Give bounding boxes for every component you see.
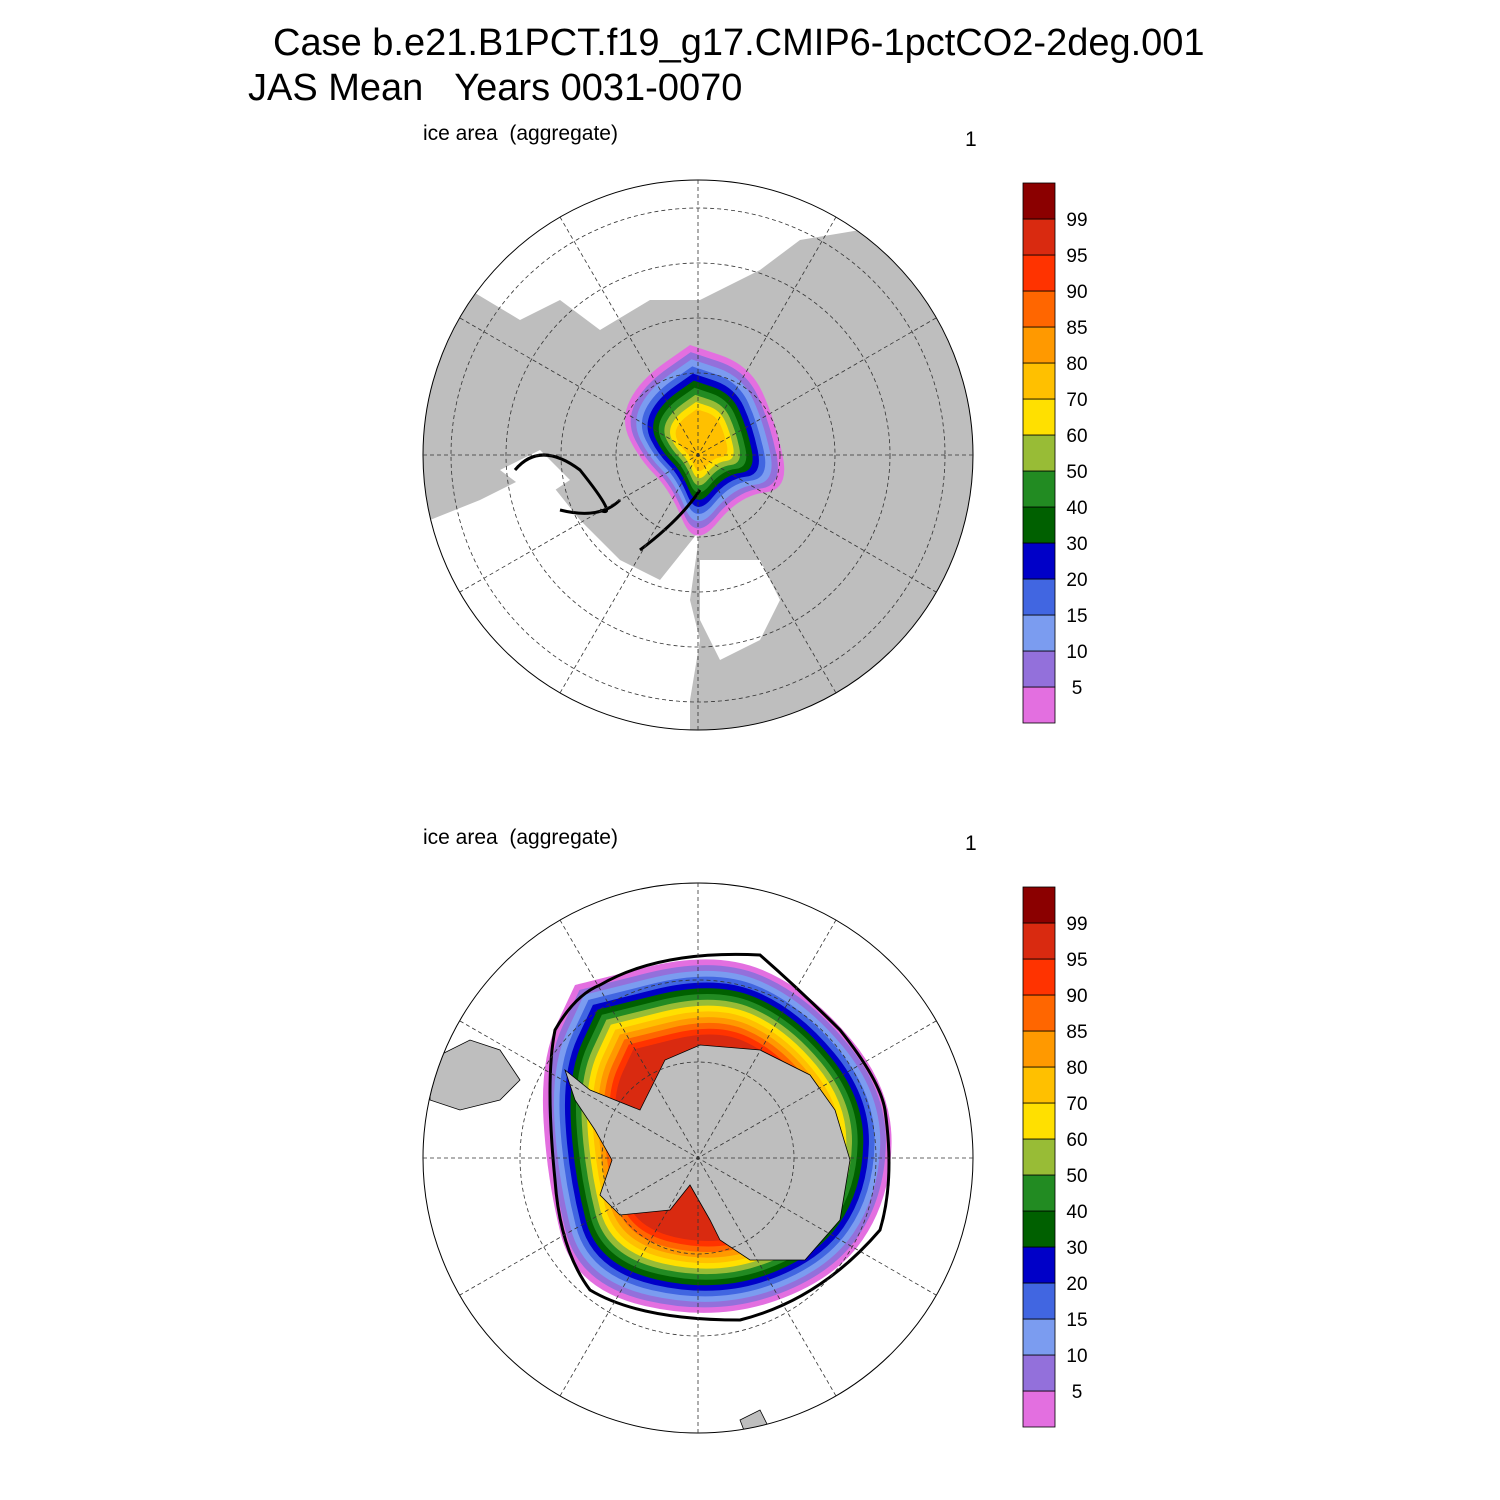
subtitle: JAS Mean Years 0031-0070 bbox=[248, 67, 742, 109]
colorbar-box bbox=[1022, 254, 1056, 292]
arctic-panel: ice area (aggregate) 1 bbox=[422, 122, 977, 731]
panel-label: ice area (aggregate) bbox=[423, 826, 618, 849]
colorbar-label: 30 bbox=[1066, 1238, 1087, 1259]
antarctic-map bbox=[429, 952, 892, 1433]
colorbar-box bbox=[1022, 958, 1056, 996]
colorbar-box bbox=[1022, 922, 1056, 960]
colorbar-box bbox=[1022, 434, 1056, 472]
colorbar-label: 60 bbox=[1066, 1130, 1087, 1151]
colorbar-label: 70 bbox=[1066, 1094, 1087, 1115]
colorbar-box bbox=[1022, 886, 1056, 924]
colorbar-box bbox=[1022, 650, 1056, 688]
colorbar-box bbox=[1022, 1102, 1056, 1140]
colorbar-label: 40 bbox=[1066, 1202, 1087, 1223]
colorbar-box bbox=[1022, 290, 1056, 328]
colorbar-box bbox=[1022, 1210, 1056, 1248]
colorbar-label: 85 bbox=[1066, 1022, 1087, 1043]
colorbar-label: 80 bbox=[1066, 354, 1087, 375]
colorbar-label: 5 bbox=[1072, 678, 1083, 699]
colorbar-label: 10 bbox=[1066, 642, 1087, 663]
colorbar-label: 40 bbox=[1066, 498, 1087, 519]
colorbar-label: 70 bbox=[1066, 390, 1087, 411]
colorbar-box bbox=[1022, 1246, 1056, 1284]
colorbar-label: 85 bbox=[1066, 318, 1087, 339]
colorbar-box bbox=[1022, 1354, 1056, 1392]
colorbar-box bbox=[1022, 1030, 1056, 1068]
colorbar-box bbox=[1022, 362, 1056, 400]
panel-units: 1 bbox=[965, 128, 977, 151]
colorbar-box bbox=[1022, 542, 1056, 580]
colorbar-box bbox=[1022, 1318, 1056, 1356]
colorbar-box bbox=[1022, 686, 1056, 724]
colorbar-box bbox=[1022, 1282, 1056, 1320]
colorbar-label: 15 bbox=[1066, 1310, 1087, 1331]
colorbar-label: 50 bbox=[1066, 1166, 1087, 1187]
colorbar-label: 20 bbox=[1066, 1274, 1087, 1295]
colorbar-label: 15 bbox=[1066, 606, 1087, 627]
colorbar-label: 95 bbox=[1066, 950, 1087, 971]
colorbar-label: 90 bbox=[1066, 282, 1087, 303]
colorbar-label: 50 bbox=[1066, 462, 1087, 483]
colorbar-label: 95 bbox=[1066, 246, 1087, 267]
colorbar-box bbox=[1022, 326, 1056, 364]
colorbar-box bbox=[1022, 1390, 1056, 1428]
colorbar-box bbox=[1022, 994, 1056, 1032]
colorbar-label: 30 bbox=[1066, 534, 1087, 555]
antarctic-panel: ice area (aggregate) 1 bbox=[422, 826, 977, 1434]
colorbar-box bbox=[1022, 506, 1056, 544]
title: Case b.e21.B1PCT.f19_g17.CMIP6-1pctCO2-2… bbox=[273, 22, 1205, 64]
colorbar-label: 10 bbox=[1066, 1346, 1087, 1367]
colorbar-box bbox=[1022, 1138, 1056, 1176]
colorbar-label: 80 bbox=[1066, 1058, 1087, 1079]
colorbar-label: 5 bbox=[1072, 1382, 1083, 1403]
colorbar-box bbox=[1022, 398, 1056, 436]
colorbar-box bbox=[1022, 1066, 1056, 1104]
ice-contour bbox=[675, 409, 728, 472]
colorbar-box bbox=[1022, 578, 1056, 616]
panel-label: ice area (aggregate) bbox=[423, 122, 618, 145]
colorbar-label: 99 bbox=[1066, 210, 1087, 231]
arctic-ice bbox=[625, 345, 785, 536]
panel-units: 1 bbox=[965, 832, 977, 855]
arctic-map bbox=[423, 180, 973, 730]
colorbar-box bbox=[1022, 218, 1056, 256]
colorbar-label: 90 bbox=[1066, 986, 1087, 1007]
colorbar-label: 20 bbox=[1066, 570, 1087, 591]
colorbar-box bbox=[1022, 1174, 1056, 1212]
colorbar-label: 99 bbox=[1066, 914, 1087, 935]
colorbar-box bbox=[1022, 614, 1056, 652]
colorbar-label: 60 bbox=[1066, 426, 1087, 447]
colorbar-box bbox=[1022, 470, 1056, 508]
colorbar-box bbox=[1022, 182, 1056, 220]
